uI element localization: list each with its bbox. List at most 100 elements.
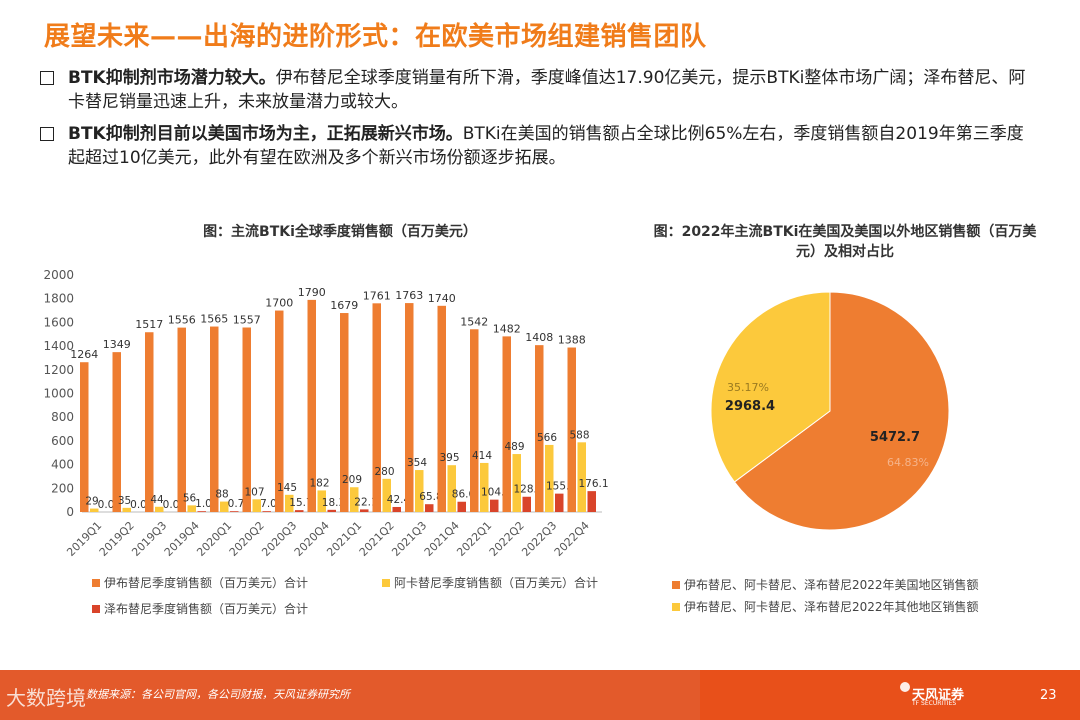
y-tick-label: 1000 [43,387,74,401]
pie-value-label: 5472.7 [870,430,920,445]
bullet-bold: BTK抑制剂市场潜力较大。 [68,68,276,88]
data-label: 1482 [493,322,521,335]
bar-zanubrutinib [587,491,596,512]
source-note: 数据来源：各公司官网，各公司财报，天风证券研究所 [86,688,350,701]
bar-acalabrutinib [252,499,261,512]
data-label: 1679 [330,299,358,312]
bar-chart-title: 图：主流BTKi全球季度销售额（百万美元） [203,224,477,240]
page-number: 23 [1040,688,1057,703]
data-label: 1556 [168,314,196,327]
legend-swatch [672,602,680,611]
legend-swatch [672,580,680,589]
bar-zanubrutinib [360,509,369,512]
y-tick-label: 600 [51,434,74,448]
bullet-body: 伊布替尼全球季度销量有所下滑，季度峰值达17.90亿美元，提示BTKi整体市场广… [68,68,1026,112]
pie-slice-other [710,291,831,483]
pie-value-label: 2968.4 [725,399,775,414]
data-label: 29 [85,496,98,508]
data-label: 44 [150,494,164,506]
y-tick-label: 200 [51,481,74,495]
bar-acalabrutinib [382,478,391,512]
data-label: 88 [215,489,228,501]
legend-item-other: 伊布替尼、阿卡替尼、泽布替尼2022年其他地区销售额 [672,598,979,615]
data-label: 0.7 [228,498,245,510]
legend-label: 伊布替尼、阿卡替尼、泽布替尼2022年美国地区销售额 [684,578,979,592]
data-label: 65.8 [419,491,442,503]
data-label: 107 [244,486,264,498]
y-tick-label: 2000 [43,268,74,282]
bar-zanubrutinib [230,511,239,512]
data-label: 42.4 [387,494,411,506]
data-label: 1565 [200,313,228,326]
data-label: 1542 [460,315,488,328]
data-label: 395 [439,452,459,464]
y-tick-label: 1800 [43,292,74,306]
checkbox-square-icon [40,127,54,141]
data-label: 7.0 [260,498,277,510]
data-label: 1740 [428,292,456,305]
data-label: 1349 [103,338,131,351]
bar-zanubrutinib [490,499,499,512]
checkbox-square-icon [40,71,54,85]
data-label: 1790 [298,286,326,299]
y-tick-label: 1200 [43,363,74,377]
data-label: 354 [407,457,427,469]
data-label: 145 [277,482,297,494]
pie-chart-title: 图：2022年主流BTKi在美国及美国以外地区销售额（百万美元）及相对占比 [653,224,1037,260]
bar-acalabrutinib [480,462,489,512]
legend-swatch [92,604,100,613]
bar-ibrutinib [535,345,544,512]
legend-swatch [382,578,390,587]
bullet-body: BTKi在美国的销售额占全球比例65%左右，季度销售额自2019年第三季度起超过… [68,124,1024,168]
y-tick-label: 1400 [43,339,74,353]
bar-ibrutinib [307,299,316,512]
bar-acalabrutinib [220,501,229,512]
bar-zanubrutinib [262,511,271,512]
data-label: 1388 [558,334,586,347]
legend-label: 泽布替尼季度销售额（百万美元）合计 [104,602,309,616]
bar-ibrutinib [372,303,381,512]
legend-label: 伊布替尼、阿卡替尼、泽布替尼2022年其他地区销售额 [684,600,979,614]
data-label: 1264 [70,348,98,361]
pie-percent-label: 64.83% [887,456,929,469]
legend-label: 阿卡替尼季度销售额（百万美元）合计 [394,576,599,590]
bar-ibrutinib [177,327,186,512]
bar-acalabrutinib [187,505,196,512]
bar-ibrutinib [405,303,414,512]
bar-acalabrutinib [577,442,586,512]
data-label: 566 [537,432,557,444]
legend-item-zanubrutinib: 泽布替尼季度销售额（百万美元）合计 [92,600,308,617]
data-label: 15.7 [289,497,312,509]
data-label: 489 [504,441,524,453]
legend-item-acalabrutinib: 阿卡替尼季度销售额（百万美元）合计 [382,574,598,591]
bullet-text: BTK抑制剂目前以美国市场为主，正拓展新兴市场。BTKi在美国的销售额占全球比例… [68,122,1040,170]
bar-ibrutinib [340,313,349,512]
bar-zanubrutinib [555,493,564,512]
bullet-item: BTK抑制剂目前以美国市场为主，正拓展新兴市场。BTKi在美国的销售额占全球比例… [40,122,1040,170]
bar-ibrutinib [470,329,479,512]
legend-swatch [92,578,100,587]
bar-zanubrutinib [392,506,401,512]
data-label: 209 [342,474,362,486]
bar-ibrutinib [437,305,446,512]
data-label: 18.3 [322,497,345,509]
bar-acalabrutinib [155,506,164,512]
legend-item-us: 伊布替尼、阿卡替尼、泽布替尼2022年美国地区销售额 [672,576,979,593]
bar-acalabrutinib [285,494,294,512]
bar-ibrutinib [112,352,121,512]
data-label: 1.0 [195,498,212,510]
bar-zanubrutinib [197,511,206,512]
data-label: 86.6 [452,489,476,501]
data-label: 182 [309,477,329,489]
y-tick-label: 1600 [43,315,74,329]
bar-zanubrutinib [295,510,304,512]
bar-zanubrutinib [425,504,434,512]
bullet-bold: BTK抑制剂目前以美国市场为主，正拓展新兴市场。 [68,124,463,144]
data-label: 0.0 [130,499,147,511]
data-label: 1557 [233,313,261,326]
data-label: 280 [374,466,394,478]
bullet-item: BTK抑制剂市场潜力较大。伊布替尼全球季度销量有所下滑，季度峰值达17.90亿美… [40,66,1040,114]
data-label: 1408 [525,331,553,344]
bar-acalabrutinib [415,470,424,512]
